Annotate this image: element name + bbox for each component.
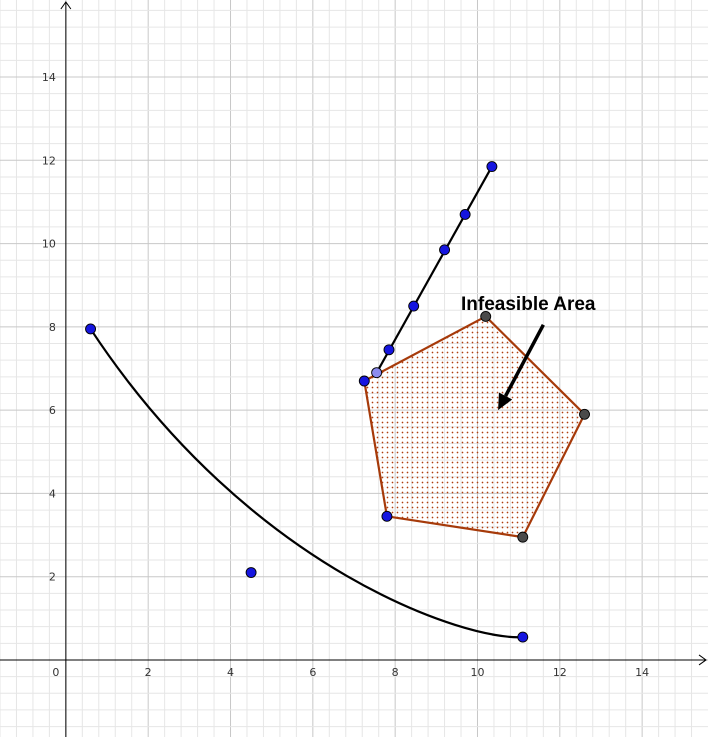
- curve-point[interactable]: [245, 567, 257, 578]
- polygon-vertex-point[interactable]: [480, 311, 492, 322]
- line-point[interactable]: [486, 161, 498, 173]
- polygon-vertex-point[interactable]: [358, 375, 370, 387]
- y-tick-label: 4: [49, 487, 56, 500]
- polygon-vertex-point[interactable]: [579, 408, 590, 420]
- x-tick-label: 0: [52, 666, 59, 679]
- shapes: [89, 166, 586, 639]
- annotation-arrow-shaft: [504, 323, 545, 397]
- y-axis-arrow-icon: [60, 1, 72, 10]
- x-axis-arrow-icon: [698, 654, 707, 666]
- y-tick-label: 2: [49, 571, 56, 584]
- x-tick-label: 14: [635, 666, 649, 679]
- infeasible-region-polygon[interactable]: [363, 315, 586, 539]
- line-point[interactable]: [459, 208, 471, 220]
- line-point[interactable]: [439, 244, 451, 256]
- intersection-point[interactable]: [371, 367, 383, 379]
- polygon-vertex-point[interactable]: [381, 510, 393, 522]
- x-tick-label: 6: [309, 666, 316, 679]
- curve-point[interactable]: [517, 631, 529, 643]
- x-tick-label: 12: [553, 666, 567, 679]
- x-tick-label: 10: [470, 666, 484, 679]
- x-tick-label: 8: [392, 666, 399, 679]
- arrow-head-icon: [498, 392, 513, 411]
- x-tick-label: 2: [145, 666, 152, 679]
- line-segment[interactable]: [375, 166, 493, 374]
- curve-point[interactable]: [85, 323, 97, 335]
- y-tick-label: 6: [49, 404, 56, 417]
- y-tick-label: 12: [42, 154, 56, 167]
- polygon-vertex-point[interactable]: [517, 531, 529, 543]
- y-tick-label: 10: [42, 238, 56, 251]
- x-tick-label: 4: [227, 666, 234, 679]
- y-tick-label: 8: [49, 321, 56, 334]
- annotations: Infeasible Area: [461, 294, 596, 411]
- points: [85, 161, 590, 643]
- tick-labels: 0 2 4 6 8 10 12 14 2 4 6 8 10 12 14: [42, 71, 649, 679]
- curve-path[interactable]: [89, 328, 523, 639]
- line-point[interactable]: [383, 344, 395, 356]
- line-point[interactable]: [408, 300, 420, 312]
- y-tick-label: 14: [42, 71, 56, 84]
- infeasible-area-label: Infeasible Area: [461, 294, 596, 315]
